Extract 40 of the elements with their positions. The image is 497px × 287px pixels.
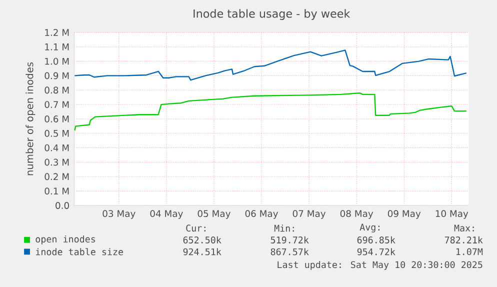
chart-title: Inode table usage - by week [194,9,350,20]
y-tick-label: 0.3 M [44,158,69,166]
text: Cur: [186,224,206,232]
y-tick-label: 0.9 M [44,72,69,80]
y-tick-label: 0.4 M [44,144,69,152]
text: 924.51k [183,248,222,256]
x-tick-label: 05 May [198,210,230,219]
text: Min: [274,224,294,232]
legend-label: inode table size [36,248,123,256]
text: 652.50k [183,236,222,244]
y-tick-label: 0.1 M [44,188,69,194]
line-series [74,92,467,132]
y-tick-label: 0.8 M [44,86,69,94]
text: 867.57k [270,248,309,256]
text: 696.85k [357,236,396,244]
y-tick-label: 1.2 M [45,28,69,36]
x-tick-label: 08 May [340,210,374,219]
y-tick-label: 0.7 M [44,101,69,108]
x-tick-label: 07 May [292,210,326,219]
text: 954.72k [357,248,396,256]
x-tick-label: 03 May [102,210,136,219]
y-tick-label: 1.1 M [45,43,69,50]
text: Avg: [360,224,380,232]
legend-label: open inodes [36,235,95,244]
x-tick-label: 09 May [388,210,421,219]
text: 519.72k [270,236,309,244]
y-axis-title: number of open inodes [26,62,36,176]
x-tick-label: 10 May [436,210,468,219]
x-tick-label: 04 May [150,210,183,219]
line-series [74,50,467,81]
text: 1.07M [456,248,483,256]
text: Max: [454,224,474,232]
text: 782.21k [444,236,483,244]
text: Last update: Sat May 10 20:30:00 2025 [278,260,482,270]
x-tick-label: 06 May [245,210,278,219]
y-tick-label: 0.5 M [44,130,69,137]
y-tick-label: 1.0 M [45,58,69,65]
y-tick-label: 0.2 M [44,173,69,180]
y-tick-label: 0.0 [56,202,69,209]
y-tick-label: 0.6 M [44,115,69,122]
